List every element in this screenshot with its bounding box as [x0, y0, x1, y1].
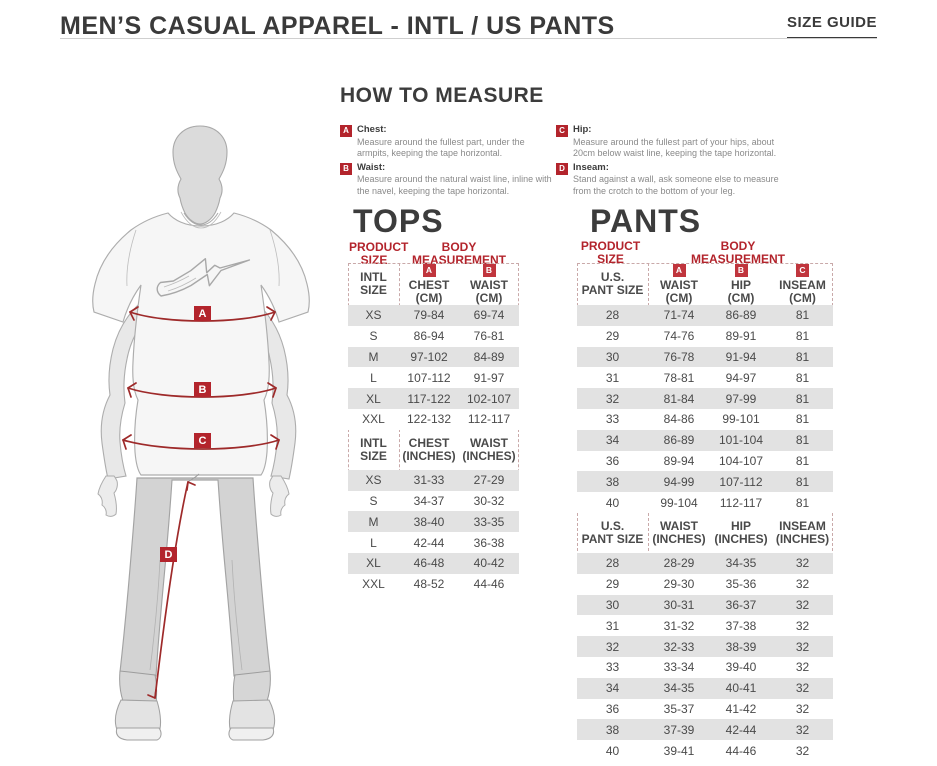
svg-text:B: B [199, 384, 207, 396]
svg-text:D: D [165, 549, 173, 561]
svg-text:A: A [199, 308, 207, 320]
svg-text:C: C [199, 435, 207, 447]
